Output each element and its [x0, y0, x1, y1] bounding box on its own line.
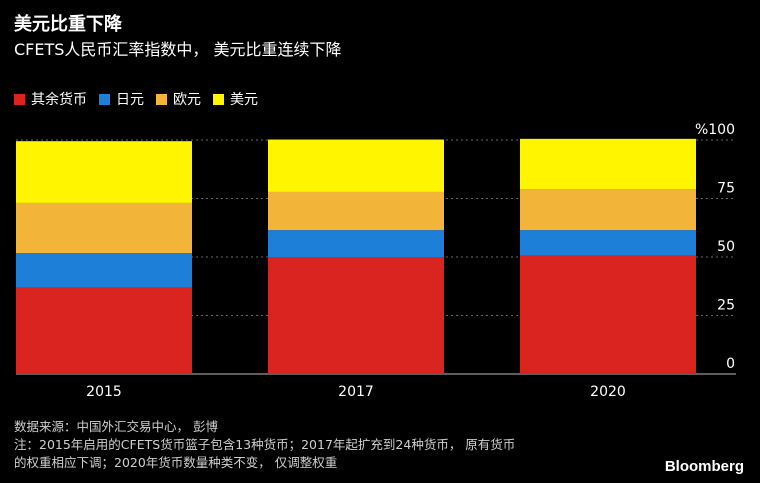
legend-swatch-eur — [156, 93, 167, 105]
legend-label-eur: 欧元 — [173, 92, 201, 108]
y-tick-label: 25 — [717, 298, 735, 314]
bar-segment-2020-3 — [520, 138, 696, 190]
footnote-line-1: 注：2015年启用的CFETS货币篮子包含13种货币；2017年起扩充到24种货… — [14, 437, 516, 452]
y-tick-label: %100 — [695, 122, 735, 138]
footnote-line-2: 的权重相应下调；2020年货币数量种类不变， 仅调整权重 — [14, 455, 338, 470]
legend-label-usd: 美元 — [230, 92, 258, 108]
bar-segment-2015-2 — [16, 202, 192, 254]
bar-segment-2015-1 — [16, 253, 192, 288]
bar-segment-2017-3 — [268, 139, 444, 192]
legend-item-usd: 美元 — [213, 89, 258, 109]
x-tick-label: 2015 — [86, 384, 122, 400]
y-tick-label: 75 — [717, 181, 735, 197]
y-tick-label: 0 — [726, 356, 735, 372]
x-tick-label: 2020 — [590, 384, 626, 400]
chart-subtitle: CFETS人民币汇率指数中， 美元比重连续下降 — [14, 40, 342, 59]
source-note: 数据来源：中国外汇交易中心， 彭博 — [14, 419, 218, 434]
bar-segment-2015-0 — [16, 287, 192, 374]
x-tick-label: 2017 — [338, 384, 374, 400]
legend-item-eur: 欧元 — [156, 89, 201, 109]
legend-item-other: 其余货币 — [14, 89, 87, 109]
bloomberg-logo: Bloomberg — [664, 458, 744, 475]
bar-segment-2015-3 — [16, 141, 192, 203]
legend-item-jpy: 日元 — [99, 89, 144, 109]
legend-label-jpy: 日元 — [116, 92, 144, 108]
legend-swatch-other — [14, 93, 25, 105]
y-tick-label: 50 — [717, 239, 735, 255]
bar-segment-2020-1 — [520, 230, 696, 256]
bar-segment-2017-2 — [268, 191, 444, 231]
bar-segment-2020-2 — [520, 189, 696, 231]
chart-title: 美元比重下降 — [14, 14, 122, 35]
bar-segment-2017-0 — [268, 257, 444, 374]
bar-segment-2020-0 — [520, 255, 696, 374]
legend-swatch-usd — [213, 93, 224, 105]
legend-swatch-jpy — [99, 93, 110, 105]
legend: 其余货币 日元 欧元 美元 — [14, 89, 258, 109]
legend-label-other: 其余货币 — [31, 92, 87, 108]
bar-segment-2017-1 — [268, 230, 444, 257]
